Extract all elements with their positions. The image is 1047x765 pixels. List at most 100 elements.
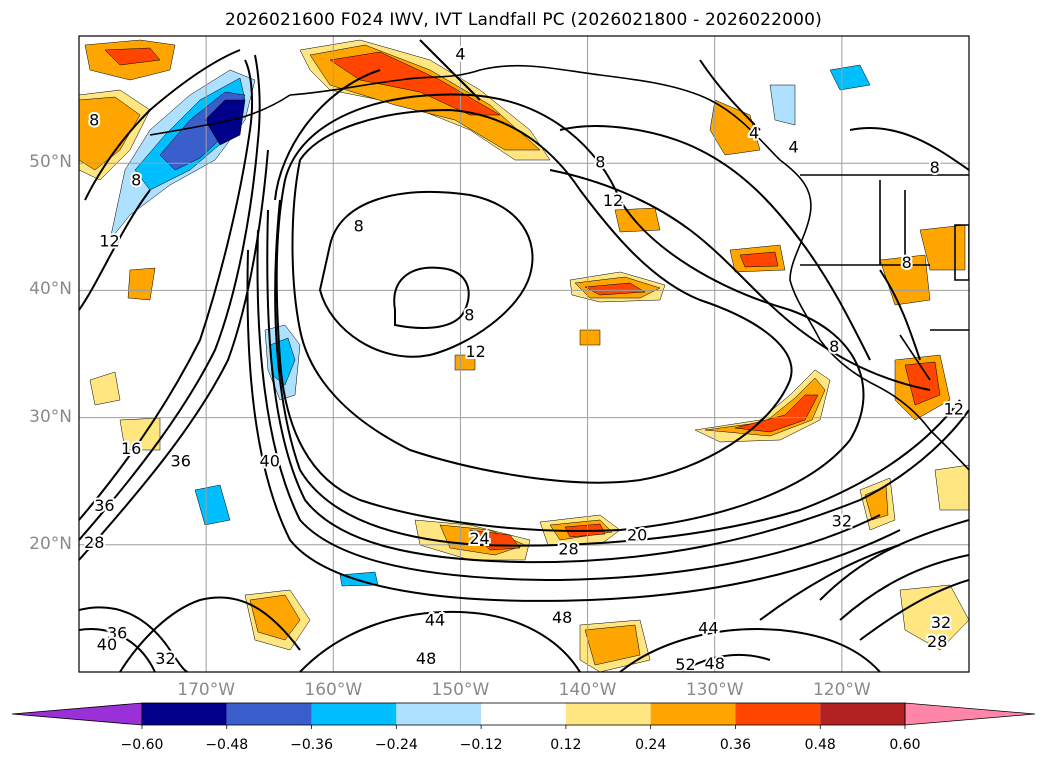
colorbar-box xyxy=(650,703,736,725)
contour-label: 8 xyxy=(464,305,474,324)
contour-16 xyxy=(291,108,793,484)
positive-fill xyxy=(734,394,819,433)
coastline-segment xyxy=(899,329,969,381)
contour-front xyxy=(79,54,261,541)
colorbar-box xyxy=(396,703,482,725)
contour-28 xyxy=(839,554,969,621)
contour-label: 40 xyxy=(260,452,280,471)
negative-fill xyxy=(829,64,871,91)
contour-label: 4 xyxy=(455,45,465,64)
colorbar-extend-min xyxy=(11,702,143,726)
contour-label: 48 xyxy=(552,608,572,627)
contour-label: 12 xyxy=(603,191,623,210)
positive-fill xyxy=(739,251,779,268)
contour-label: 32 xyxy=(155,649,175,668)
colorbar-box xyxy=(142,703,227,725)
lon-label: 170°W xyxy=(177,680,236,700)
colorbar-box xyxy=(311,703,397,725)
contour-20 xyxy=(275,93,865,532)
lon-label: 130°W xyxy=(685,680,744,700)
contour-12 xyxy=(318,191,534,358)
lon-label: 120°W xyxy=(812,680,871,700)
colorbar-box xyxy=(735,703,821,725)
contour-36 xyxy=(79,606,189,672)
contour-36 xyxy=(246,249,901,602)
positive-fill xyxy=(127,267,156,301)
contour-4 xyxy=(419,39,481,101)
lon-label: 140°W xyxy=(558,680,617,700)
contour-8 xyxy=(559,125,871,361)
lat-label: 40°N xyxy=(29,279,72,300)
map-title: 2026021600 F024 IWV, IVT Landfall PC (20… xyxy=(224,10,823,30)
contour-label: 8 xyxy=(354,216,364,235)
contour-label: 12 xyxy=(99,232,119,251)
contour-12 xyxy=(79,189,151,311)
contour-label: 44 xyxy=(425,611,445,630)
contour-48 xyxy=(619,628,881,672)
contour-28 xyxy=(266,209,969,564)
lon-label: 160°W xyxy=(304,680,363,700)
contour-8 xyxy=(84,49,241,201)
contour-label: 24 xyxy=(469,529,489,548)
map-frame xyxy=(78,35,970,673)
positive-fill xyxy=(579,329,601,346)
colorbar-box xyxy=(226,703,312,725)
contour-8 xyxy=(879,269,921,361)
contour-label: 4 xyxy=(749,123,759,142)
contour-label: 44 xyxy=(698,618,718,637)
contour-front xyxy=(79,149,269,561)
contour-label: 8 xyxy=(595,153,605,172)
lon-label: 150°W xyxy=(431,680,490,700)
lat-label: 30°N xyxy=(29,406,72,427)
contour-label: 36 xyxy=(107,623,127,642)
coastline-segment xyxy=(149,94,291,136)
contour-32 xyxy=(256,229,881,582)
contour-label: 8 xyxy=(89,111,99,130)
contour-label: 16 xyxy=(121,439,141,458)
colorbar-tick: 0.48 xyxy=(804,737,836,753)
positive-fill xyxy=(934,464,969,511)
positive-fill xyxy=(329,51,501,116)
colorbar-tick: −0.48 xyxy=(205,737,249,753)
colorbar-outline xyxy=(141,702,906,726)
colorbar-tick: 0.12 xyxy=(550,737,582,753)
positive-fill xyxy=(249,594,301,641)
positive-fill xyxy=(584,282,646,296)
positive-fill xyxy=(584,624,641,666)
positive-fill xyxy=(919,224,966,271)
colorbar-tick: −0.60 xyxy=(120,737,164,753)
colorbar-tick: 0.36 xyxy=(719,737,752,753)
contour-front xyxy=(79,59,254,521)
contour-label: 12 xyxy=(944,399,964,418)
negative-fill xyxy=(194,484,231,526)
lat-label: 50°N xyxy=(29,152,72,173)
colorbar-tick: −0.36 xyxy=(290,737,333,753)
colorbar xyxy=(11,702,1036,729)
contour-label: 20 xyxy=(627,525,647,544)
coastline-segment xyxy=(289,64,969,471)
colorbar-tick: −0.24 xyxy=(374,737,418,753)
contour-label: 8 xyxy=(829,337,839,356)
contour-44 xyxy=(119,596,301,672)
negative-fill xyxy=(769,84,796,126)
colorbar-tick: 0.60 xyxy=(889,737,921,753)
positive-fill xyxy=(614,207,661,233)
contour-label: 28 xyxy=(558,539,578,558)
positive-fill xyxy=(904,361,941,406)
contour-label: 32 xyxy=(931,613,951,632)
contour-32 xyxy=(819,519,969,601)
lat-label: 20°N xyxy=(29,533,72,554)
contour-label: 40 xyxy=(97,635,117,654)
contour-label: 8 xyxy=(131,171,141,190)
contour-52 xyxy=(679,653,771,672)
contour-label: 52 xyxy=(675,655,695,674)
contour-label: 12 xyxy=(466,342,486,361)
colorbar-extend-max xyxy=(904,702,1036,726)
contour-12 xyxy=(549,169,931,391)
colorbar-tick: −0.12 xyxy=(459,737,503,753)
contour-8 xyxy=(393,266,470,329)
colorbar-box xyxy=(481,703,566,725)
contour-label: 8 xyxy=(930,158,940,177)
